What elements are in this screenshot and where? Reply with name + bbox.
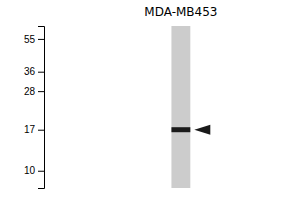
tick: 10: [24, 165, 44, 176]
chart: 55 36 28 17 10 MDA-MB453: [0, 0, 300, 200]
title: MDA-MB453: [144, 5, 217, 19]
tick-label: 55: [24, 34, 36, 45]
axis-line: [38, 27, 45, 189]
tick-mark: [38, 72, 44, 73]
tick: 28: [24, 86, 44, 97]
tick-label: 10: [24, 165, 36, 176]
plot: 55 36 28 17 10: [24, 26, 210, 189]
tick: 55: [24, 34, 44, 45]
band: [171, 127, 190, 132]
tick: 17: [24, 124, 44, 135]
y-axis: 55 36 28 17 10: [24, 27, 45, 189]
tick-label: 36: [24, 66, 36, 77]
tick-mark: [38, 91, 44, 92]
arrow: [194, 125, 210, 135]
lane: [171, 26, 190, 188]
tick-mark: [38, 39, 44, 40]
tick-mark: [38, 171, 44, 172]
tick-label: 28: [24, 86, 36, 97]
marks: [171, 26, 210, 188]
tick-label: 17: [24, 124, 36, 135]
tick: 36: [24, 66, 44, 77]
tick-mark: [38, 130, 44, 131]
